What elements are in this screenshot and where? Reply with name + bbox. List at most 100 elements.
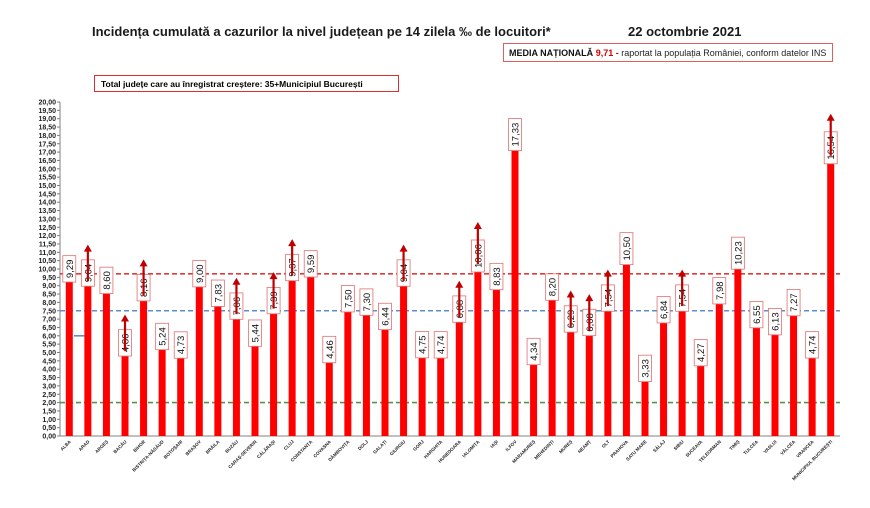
category-label: IALOMIȚA [461,439,481,459]
bar [251,345,259,436]
y-tick-label: 16,00 [38,166,56,173]
bar [158,348,166,436]
category-label: MEHEDINȚI [533,439,554,460]
y-tick-label: 8,50 [42,292,56,299]
bar [678,310,686,436]
y-tick-label: 15,50 [38,175,56,182]
category-label: GORJ [412,439,425,452]
bar [362,314,370,436]
category-label: BOTOȘANI [163,439,184,460]
data-label-text: 6,55 [752,305,763,324]
data-label: 8,20 [545,273,560,301]
data-label-text: 10,50 [622,237,633,261]
increase-arrow-head [139,259,148,267]
category-label: ARAD [78,439,91,452]
bar [418,356,426,436]
data-label-box [378,302,392,331]
data-label-box [693,339,708,367]
data-label: 9,00 [192,260,207,288]
bar [455,321,463,436]
bar [195,285,203,436]
y-tick-label: 5,00 [42,350,56,357]
y-tick-label: 20,00 [38,100,56,107]
y-tick-label: 13,50 [38,208,56,215]
data-label: 7,98 [712,277,727,305]
data-label: 17,33 [508,118,522,151]
y-tick-label: 4,50 [42,358,56,365]
category-label: ALBA [59,439,72,452]
y-tick-label: 9,00 [42,283,56,290]
bar [270,312,278,436]
data-label-text: 4,34 [529,342,540,361]
data-label: 6,55 [749,301,764,329]
y-tick-label: 13,00 [38,216,56,223]
data-label-box [415,331,430,359]
data-label-text: 8,60 [102,271,113,290]
y-tick-label: 17,50 [38,141,56,148]
increase-arrow-head [826,113,835,121]
data-label-box [656,296,671,324]
bar [474,267,482,436]
y-tick-label: 2,50 [42,392,56,399]
category-label: BRĂILA [204,438,221,455]
data-label-box [192,260,207,288]
bar [437,356,445,436]
increase-arrow-head [269,272,278,280]
national-average-label: MEDIA NAȚIONALĂ [509,48,594,58]
data-label-box [749,301,764,329]
bar [511,146,519,437]
data-label: 10,50 [619,232,634,266]
data-label-box [619,232,634,266]
data-label: 3,33 [638,354,652,382]
category-label: MUREȘ [558,439,574,455]
data-label-text: 7,98 [715,281,726,300]
bar [381,328,389,436]
data-label-text: 7,30 [362,293,373,312]
y-tick-label: 19,50 [38,108,56,115]
chart-title: Incidența cumulată a cazurilor la nivel … [92,24,551,39]
increase-arrow-head [83,244,92,252]
y-tick-label: 0,00 [42,434,56,441]
bar [752,326,760,436]
data-label: 7,83 [210,279,225,307]
data-label-text: 4,74 [436,336,447,355]
bar [641,380,649,436]
bar [567,330,575,436]
data-label-box [433,331,448,359]
y-tick-label: 3,50 [42,375,56,382]
data-label-box [173,331,188,359]
bar [790,314,798,436]
increase-arrow-head [473,221,482,229]
data-label-box [303,250,318,278]
y-tick-label: 5,50 [42,342,56,349]
increase-arrow-head [566,290,575,298]
category-label: VÂLCEA [779,438,797,456]
category-label: NEAMȚ [577,439,592,454]
y-tick-label: 6,00 [42,333,56,340]
bar [232,318,240,436]
bar [771,333,779,436]
data-label: 4,34 [526,337,541,366]
bar [492,288,500,436]
data-label: 4,74 [433,331,448,359]
category-label: GALAȚI [372,439,388,455]
category-label: IAȘI [489,439,500,450]
category-label: MUNICIPIUL BUCUREȘTI [791,439,834,482]
category-label: DOLJ [357,439,370,452]
bar [84,285,92,436]
category-label: OLT [601,439,611,449]
data-label-box [712,277,727,305]
data-label: 9,59 [303,250,318,278]
increase-arrow-head [288,239,297,247]
bar [177,357,185,436]
bar [808,356,816,436]
data-label-text: 3,33 [641,359,652,378]
data-label-box [730,236,745,270]
data-label-box [545,273,560,301]
bar [214,305,222,436]
category-label: SĂLAJ [651,438,666,453]
bar [715,302,723,436]
bar [325,361,333,436]
bar [604,310,612,436]
data-label-text: 4,75 [418,335,429,354]
